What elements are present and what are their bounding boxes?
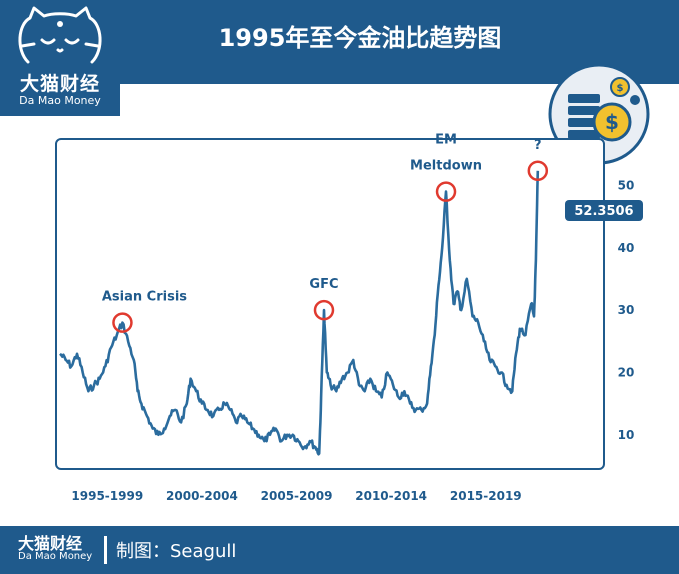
annotation-label-2: EM bbox=[435, 133, 457, 148]
cat-logo-icon bbox=[18, 6, 102, 64]
y-tick-label-20: 20 bbox=[618, 365, 635, 379]
annotation-label-0: Asian Crisis bbox=[102, 290, 187, 305]
footer-bar: 大猫财经 Da Mao Money 制图：Seagull bbox=[0, 526, 679, 574]
y-tick-label-10: 10 bbox=[618, 428, 635, 442]
latest-value-badge: 52.3506 bbox=[565, 200, 643, 221]
annotation-label-1: GFC bbox=[309, 277, 338, 292]
annotation-label-3: Meltdown bbox=[410, 159, 482, 174]
x-tick-label-4: 2015-2019 bbox=[450, 489, 522, 503]
x-tick-label-3: 2010-2014 bbox=[355, 489, 427, 503]
peak-marker-3 bbox=[435, 181, 457, 202]
series-line-gold-oil-ratio bbox=[59, 170, 540, 456]
footer-credit: 制图：Seagull bbox=[116, 541, 237, 562]
x-tick-label-2: 2005-2009 bbox=[261, 489, 333, 503]
x-tick-label-1: 2000-2004 bbox=[166, 489, 238, 503]
logo-text-cn: 大猫财经 bbox=[19, 73, 100, 95]
footer-divider bbox=[104, 536, 107, 564]
peak-marker-0 bbox=[112, 312, 133, 333]
logo-text-en: Da Mao Money bbox=[19, 94, 101, 107]
latest-value-label: 52.3506 bbox=[574, 204, 633, 219]
annotation-label-4: ? bbox=[534, 138, 542, 153]
logo-box: 大猫财经 Da Mao Money bbox=[0, 0, 120, 116]
page-title: 1995年至今金油比趋势图 bbox=[218, 24, 502, 52]
y-tick-label-50: 50 bbox=[618, 178, 635, 192]
y-tick-label-30: 30 bbox=[618, 303, 635, 317]
y-tick-label-40: 40 bbox=[618, 241, 635, 255]
svg-text:$: $ bbox=[605, 110, 619, 134]
svg-text:$: $ bbox=[617, 83, 624, 94]
footer-brand-cn: 大猫财经 bbox=[18, 534, 83, 553]
peak-marker-1 bbox=[313, 299, 335, 321]
x-tick-label-0: 1995-1999 bbox=[71, 489, 143, 503]
footer-brand-en: Da Mao Money bbox=[18, 551, 93, 562]
peak-marker-4 bbox=[527, 160, 549, 182]
